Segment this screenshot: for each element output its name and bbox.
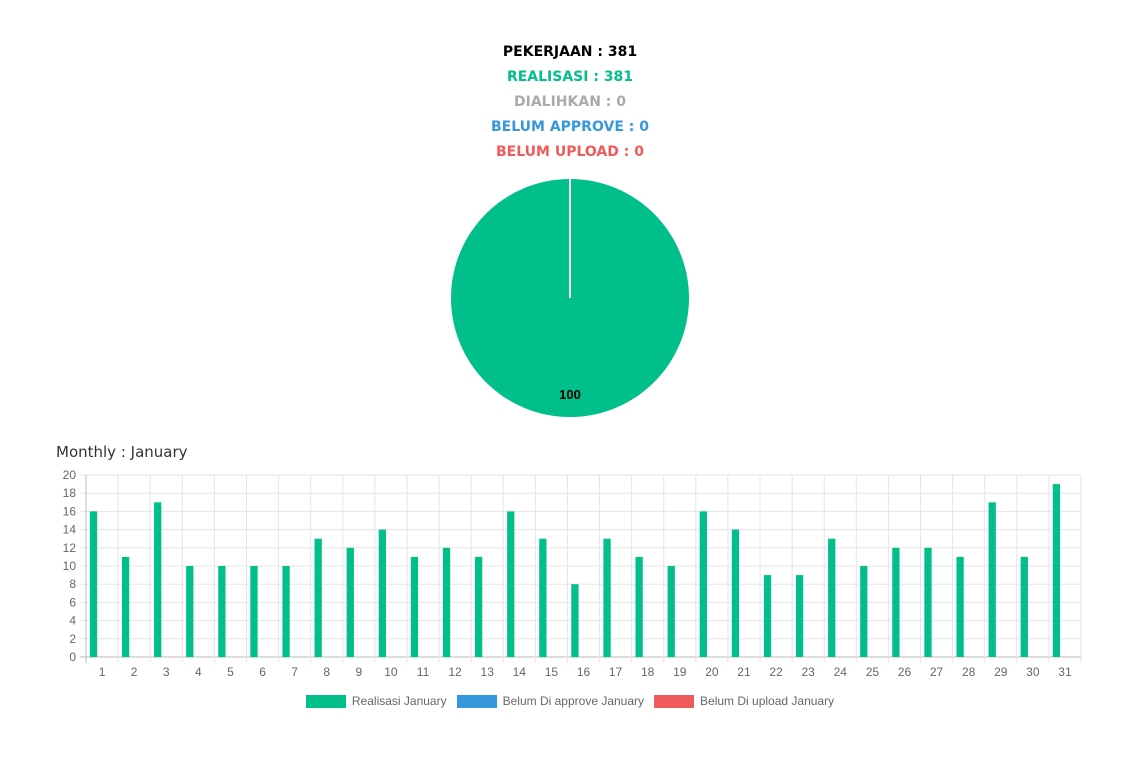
legend-item[interactable]: Belum Di approve January — [456, 694, 645, 708]
x-tick-label: 5 — [227, 665, 234, 679]
bar[interactable] — [346, 547, 354, 657]
bar[interactable] — [282, 566, 290, 657]
x-tick-label: 19 — [673, 665, 687, 679]
summary-stats: PEKERJAAN : 381 REALISASI : 381 DIALIHKA… — [0, 40, 1140, 165]
x-tick-label: 7 — [291, 665, 298, 679]
x-tick-label: 15 — [545, 665, 559, 679]
pie-value-label: 100 — [559, 387, 581, 402]
x-tick-label: 21 — [737, 665, 751, 679]
x-tick-label: 18 — [641, 665, 655, 679]
legend-item[interactable]: Belum Di upload January — [654, 694, 834, 708]
dialihkan-stat: DIALIHKAN : 0 — [514, 94, 626, 110]
bar[interactable] — [218, 566, 226, 657]
bar[interactable] — [667, 566, 675, 657]
x-tick-label: 20 — [705, 665, 719, 679]
bar[interactable] — [603, 538, 611, 657]
bar[interactable] — [892, 547, 900, 657]
x-tick-label: 25 — [866, 665, 880, 679]
legend-item[interactable]: Realisasi January — [305, 694, 447, 708]
x-tick-label: 6 — [259, 665, 266, 679]
bar[interactable] — [507, 511, 515, 657]
x-tick-label: 1 — [99, 665, 106, 679]
bar[interactable] — [1020, 556, 1028, 657]
x-tick-label: 26 — [898, 665, 912, 679]
y-tick-label: 10 — [63, 559, 77, 573]
x-tick-label: 22 — [769, 665, 783, 679]
belum-upload-stat: BELUM UPLOAD : 0 — [496, 144, 644, 160]
x-tick-label: 16 — [577, 665, 591, 679]
x-tick-label: 10 — [384, 665, 398, 679]
legend-swatch — [654, 694, 695, 708]
belum-approve-stat: BELUM APPROVE : 0 — [491, 119, 649, 135]
bar[interactable] — [828, 538, 836, 657]
x-tick-label: 31 — [1058, 665, 1072, 679]
bar[interactable] — [314, 538, 322, 657]
bar[interactable] — [699, 511, 707, 657]
legend-label: Belum Di upload January — [700, 694, 835, 708]
bar[interactable] — [860, 566, 868, 657]
bar[interactable] — [956, 556, 964, 657]
bar[interactable] — [731, 529, 740, 657]
bar[interactable] — [154, 502, 162, 657]
bar[interactable] — [475, 556, 483, 657]
x-tick-label: 11 — [417, 665, 430, 679]
legend-label: Belum Di approve January — [502, 694, 645, 708]
x-tick-label: 23 — [801, 665, 815, 679]
bar[interactable] — [795, 575, 804, 657]
x-tick-label: 29 — [994, 665, 1008, 679]
y-tick-label: 2 — [69, 632, 76, 646]
y-tick-label: 18 — [63, 486, 77, 500]
pekerjaan-stat: PEKERJAAN : 381 — [502, 44, 638, 60]
y-tick-label: 8 — [69, 577, 76, 591]
x-tick-label: 12 — [448, 665, 462, 679]
x-tick-label: 9 — [355, 665, 362, 679]
bar[interactable] — [988, 502, 996, 657]
bar[interactable] — [763, 575, 772, 657]
x-tick-label: 3 — [163, 665, 170, 679]
y-tick-label: 6 — [69, 595, 76, 609]
bar[interactable] — [378, 529, 386, 657]
y-tick-label: 4 — [69, 614, 76, 628]
realisasi-stat: REALISASI : 381 — [506, 69, 634, 85]
x-tick-label: 30 — [1026, 665, 1040, 679]
bar[interactable] — [410, 556, 419, 657]
x-tick-label: 2 — [131, 665, 138, 679]
y-tick-label: 16 — [63, 504, 77, 518]
bar[interactable] — [186, 566, 194, 657]
bar[interactable] — [442, 547, 451, 657]
x-tick-label: 14 — [513, 665, 527, 679]
pie-chart[interactable]: 100 — [440, 168, 700, 428]
legend-swatch — [456, 694, 497, 708]
x-tick-label: 13 — [481, 665, 495, 679]
bar[interactable] — [250, 566, 258, 657]
y-tick-label: 20 — [63, 468, 77, 482]
bar[interactable] — [89, 511, 98, 657]
x-tick-label: 4 — [195, 665, 202, 679]
legend-label: Realisasi January — [351, 694, 447, 708]
chart-legend: Realisasi January Belum Di approve Januar… — [0, 694, 1140, 708]
x-tick-label: 17 — [609, 665, 623, 679]
bar[interactable] — [121, 556, 130, 657]
x-tick-label: 24 — [834, 665, 848, 679]
bar[interactable] — [1052, 484, 1061, 657]
y-tick-label: 12 — [63, 541, 77, 555]
x-tick-label: 28 — [962, 665, 976, 679]
bar[interactable] — [635, 556, 643, 657]
x-tick-label: 27 — [930, 665, 944, 679]
legend-swatch — [305, 694, 346, 708]
monthly-title: Monthly : January — [56, 443, 188, 461]
y-tick-label: 0 — [69, 650, 76, 664]
bar[interactable] — [539, 538, 547, 657]
x-tick-label: 8 — [323, 665, 330, 679]
bar[interactable] — [571, 584, 579, 657]
y-tick-label: 14 — [63, 523, 77, 537]
bar[interactable] — [924, 547, 932, 657]
